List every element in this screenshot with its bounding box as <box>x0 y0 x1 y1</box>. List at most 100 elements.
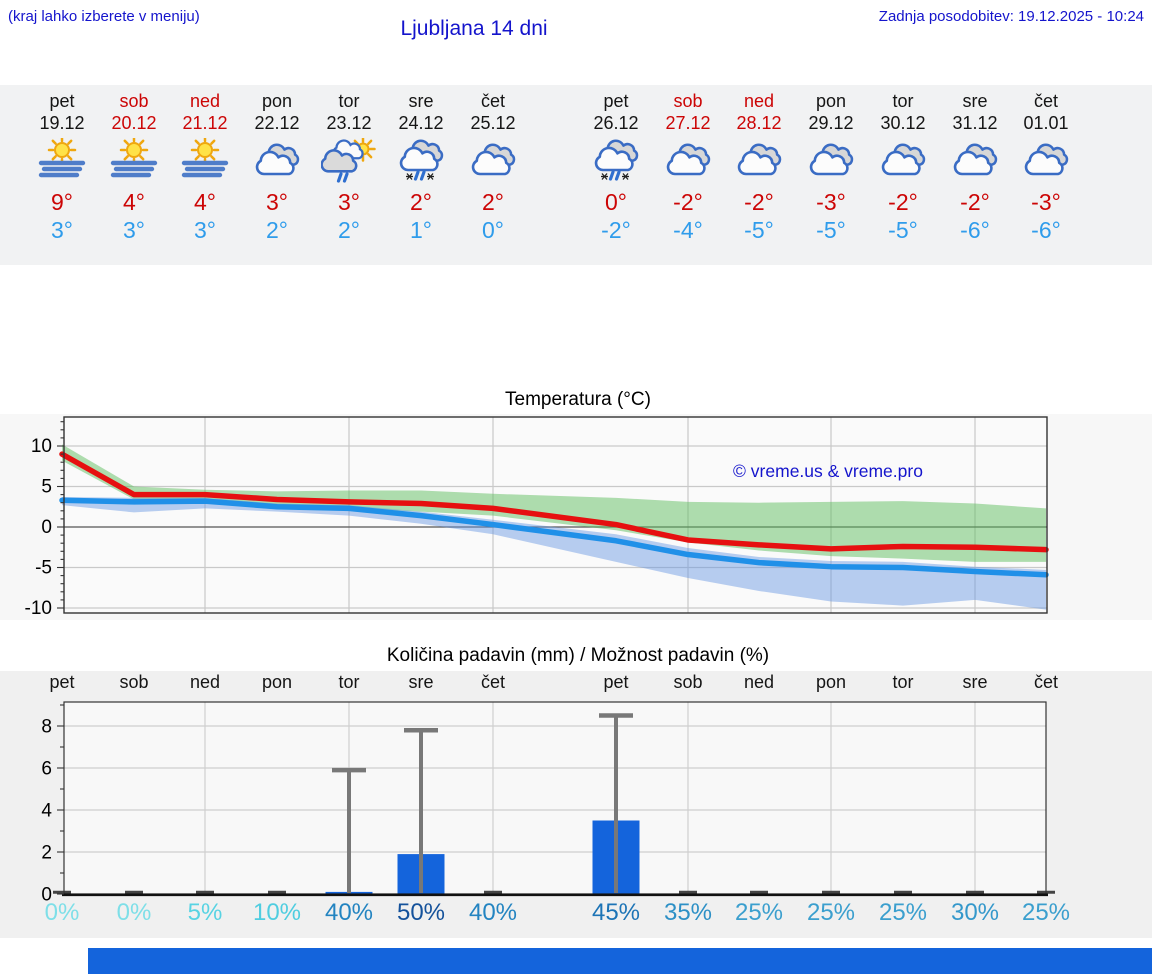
precip-ytick: 0 <box>41 885 52 906</box>
day-min-temp: -2° <box>601 217 631 243</box>
day-max-temp: 3° <box>338 189 360 215</box>
day-date: 23.12 <box>326 113 372 133</box>
day-column-26.12[interactable]: pet 26.12 0° -2° <box>574 85 658 244</box>
precip-probability: 25% <box>734 899 784 926</box>
fog-sun-icon <box>163 135 247 186</box>
day-name: pon <box>261 91 293 111</box>
cloud-sleet-icon <box>574 138 658 186</box>
day-column-30.12[interactable]: tor 30.12 -2° -5° <box>861 85 945 244</box>
day-min-temp: 1° <box>410 217 432 243</box>
precip-day-label: ned <box>189 672 221 692</box>
day-column-27.12[interactable]: sob 27.12 -2° -4° <box>646 85 730 244</box>
precip-chart: 8 6 4 2 0 <box>41 701 1055 906</box>
temp-max-line <box>59 451 1049 553</box>
day-min-temp: -5° <box>888 217 918 243</box>
day-max-temp: 9° <box>51 189 73 215</box>
sun-cloud-rain-icon <box>307 136 391 186</box>
precip-day-label: pon <box>261 672 293 692</box>
bottom-bar <box>88 948 1152 974</box>
day-date: 28.12 <box>736 113 782 133</box>
day-min-temp: -5° <box>816 217 846 243</box>
day-column-25.12[interactable]: čet 25.12 2° 0° <box>451 85 535 244</box>
precip-probability: 50% <box>396 899 446 926</box>
precip-day-label: sob <box>673 672 703 692</box>
page-title: Ljubljana 14 dni <box>400 17 548 40</box>
day-column-21.12[interactable]: ned 21.12 4° 3° <box>163 85 247 244</box>
day-date: 24.12 <box>398 113 444 133</box>
day-name: sob <box>119 91 149 111</box>
cloudy-icon <box>717 138 801 186</box>
day-column-31.12[interactable]: sre 31.12 -2° -6° <box>933 85 1017 244</box>
cloudy-icon <box>1004 138 1088 186</box>
day-date: 31.12 <box>952 113 998 133</box>
cloudy-icon <box>451 138 535 186</box>
day-min-temp: -5° <box>744 217 774 243</box>
day-max-temp: 2° <box>410 189 432 215</box>
day-column-22.12[interactable]: pon 22.12 3° 2° <box>235 85 319 244</box>
day-column-29.12[interactable]: pon 29.12 -3° -5° <box>789 85 873 244</box>
precip-day-label: pon <box>815 672 847 692</box>
day-column-19.12[interactable]: pet 19.12 9° 3° <box>20 85 104 244</box>
day-max-temp: 3° <box>266 189 288 215</box>
day-column-20.12[interactable]: sob 20.12 4° 3° <box>92 85 176 244</box>
precip-probability: 40% <box>468 899 518 926</box>
day-max-temp: -3° <box>1031 189 1061 215</box>
temp-ytick: 5 <box>41 477 52 498</box>
precip-day-label: ned <box>743 672 775 692</box>
precip-day-label: čet <box>480 672 506 692</box>
day-name: pet <box>49 91 75 111</box>
precip-day-label: pet <box>49 672 75 692</box>
fog-sun-icon <box>92 135 176 186</box>
day-name: tor <box>338 91 360 111</box>
day-column-28.12[interactable]: ned 28.12 -2° -5° <box>717 85 801 244</box>
precip-probability: 30% <box>950 899 1000 926</box>
day-min-temp: 3° <box>123 217 145 243</box>
day-max-temp: 0° <box>605 189 627 215</box>
day-date: 25.12 <box>470 113 516 133</box>
day-date: 26.12 <box>593 113 639 133</box>
day-name: sre <box>408 91 434 111</box>
day-date: 20.12 <box>111 113 157 133</box>
daily-forecast-strip: pet 19.12 9° 3° sob 20.12 4° 3° ned 21.12 4° 3° p… <box>0 85 1152 265</box>
precip-probability: 25% <box>806 899 856 926</box>
precip-probability: 45% <box>591 899 641 926</box>
precip-day-label: tor <box>892 672 914 692</box>
location-hint: (kraj lahko izberete v meniju) <box>8 8 200 25</box>
day-date: 21.12 <box>182 113 228 133</box>
temp-ytick: -10 <box>25 598 52 619</box>
day-max-temp: -3° <box>816 189 846 215</box>
precip-probability: 35% <box>663 899 713 926</box>
day-date: 27.12 <box>665 113 711 133</box>
precip-probability: 10% <box>252 899 302 926</box>
day-column-24.12[interactable]: sre 24.12 2° 1° <box>379 85 463 244</box>
day-column-01.01[interactable]: čet 01.01 -3° -6° <box>1004 85 1088 244</box>
day-name: sre <box>962 91 988 111</box>
fog-sun-icon <box>20 135 104 186</box>
precip-probability: 40% <box>324 899 374 926</box>
precip-probability: 25% <box>878 899 928 926</box>
temp-max-band <box>62 444 1046 562</box>
day-name: ned <box>189 91 221 111</box>
day-min-temp: -6° <box>1031 217 1061 243</box>
day-min-temp: -4° <box>673 217 703 243</box>
day-name: pet <box>603 91 629 111</box>
day-date: 22.12 <box>254 113 300 133</box>
precip-chart-title: Količina padavin (mm) / Možnost padavin … <box>386 645 770 666</box>
precip-probability: 0% <box>116 899 152 926</box>
temp-ytick: 0 <box>41 517 52 538</box>
temp-min-band <box>62 497 1046 610</box>
cloudy-icon <box>646 138 730 186</box>
precip-ytick: 6 <box>41 759 52 780</box>
precip-day-label: pet <box>603 672 629 692</box>
day-date: 29.12 <box>808 113 854 133</box>
precip-plot-area <box>64 702 1046 894</box>
day-min-temp: 3° <box>194 217 216 243</box>
day-column-23.12[interactable]: tor 23.12 3° 2° <box>307 85 391 244</box>
precip-ytick: 2 <box>41 843 52 864</box>
cloudy-icon <box>789 138 873 186</box>
day-name: tor <box>892 91 914 111</box>
temp-ytick: 10 <box>31 436 52 457</box>
precip-day-label: sre <box>962 672 988 692</box>
day-max-temp: 2° <box>482 189 504 215</box>
